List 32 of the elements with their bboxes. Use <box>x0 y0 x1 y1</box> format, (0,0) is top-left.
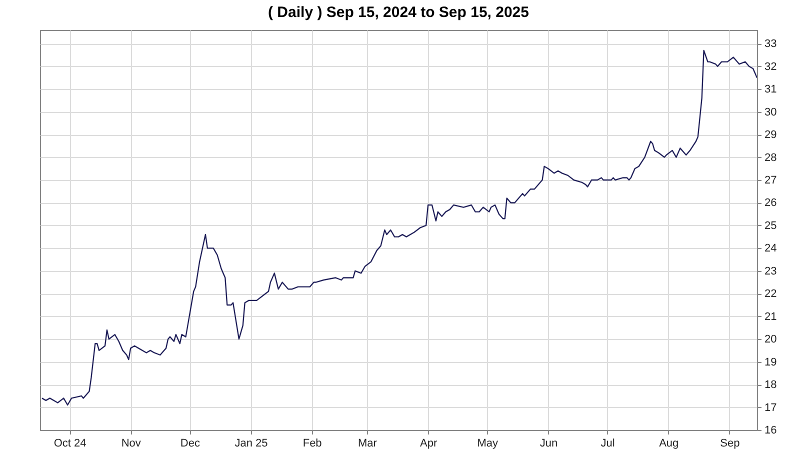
chart-title: ( Daily ) Sep 15, 2024 to Sep 15, 2025 <box>268 4 529 21</box>
x-tick-label: Nov <box>121 438 142 450</box>
x-tick-label: Jan 25 <box>234 438 268 450</box>
y-tick-label: 30 <box>764 106 777 118</box>
x-tick-label: Dec <box>180 438 200 450</box>
y-tick-label: 33 <box>764 38 777 50</box>
x-tick-label: Mar <box>358 438 378 450</box>
y-tick-label: 22 <box>764 288 777 300</box>
y-tick-label: 32 <box>764 60 777 73</box>
x-tick-label: Apr <box>420 438 438 450</box>
x-tick-label: Oct 24 <box>54 438 86 450</box>
x-tick-label: Jul <box>600 438 615 450</box>
y-tick-label: 28 <box>764 152 777 164</box>
x-tick-label: Feb <box>302 438 322 450</box>
y-tick-label: 21 <box>764 310 777 323</box>
y-tick-label: 25 <box>764 220 777 232</box>
y-tick-label: 31 <box>764 84 777 96</box>
x-tick-label: Sep <box>720 438 740 450</box>
y-tick-label: 17 <box>764 402 777 414</box>
y-tick-label: 19 <box>764 356 777 368</box>
y-tick-label: 20 <box>764 334 777 346</box>
x-tick-label: Jun <box>540 438 558 450</box>
y-tick-label: 27 <box>764 174 777 186</box>
y-tick-label: 26 <box>764 197 777 210</box>
y-tick-label: 23 <box>764 265 777 278</box>
x-tick-label: Aug <box>659 438 679 450</box>
line-series <box>41 50 757 406</box>
x-tick-label: May <box>477 438 499 450</box>
y-tick-label: 18 <box>764 379 777 392</box>
y-tick-label: 29 <box>764 129 777 142</box>
y-tick-label: 24 <box>764 242 777 255</box>
y-tick-label: 16 <box>764 424 777 436</box>
